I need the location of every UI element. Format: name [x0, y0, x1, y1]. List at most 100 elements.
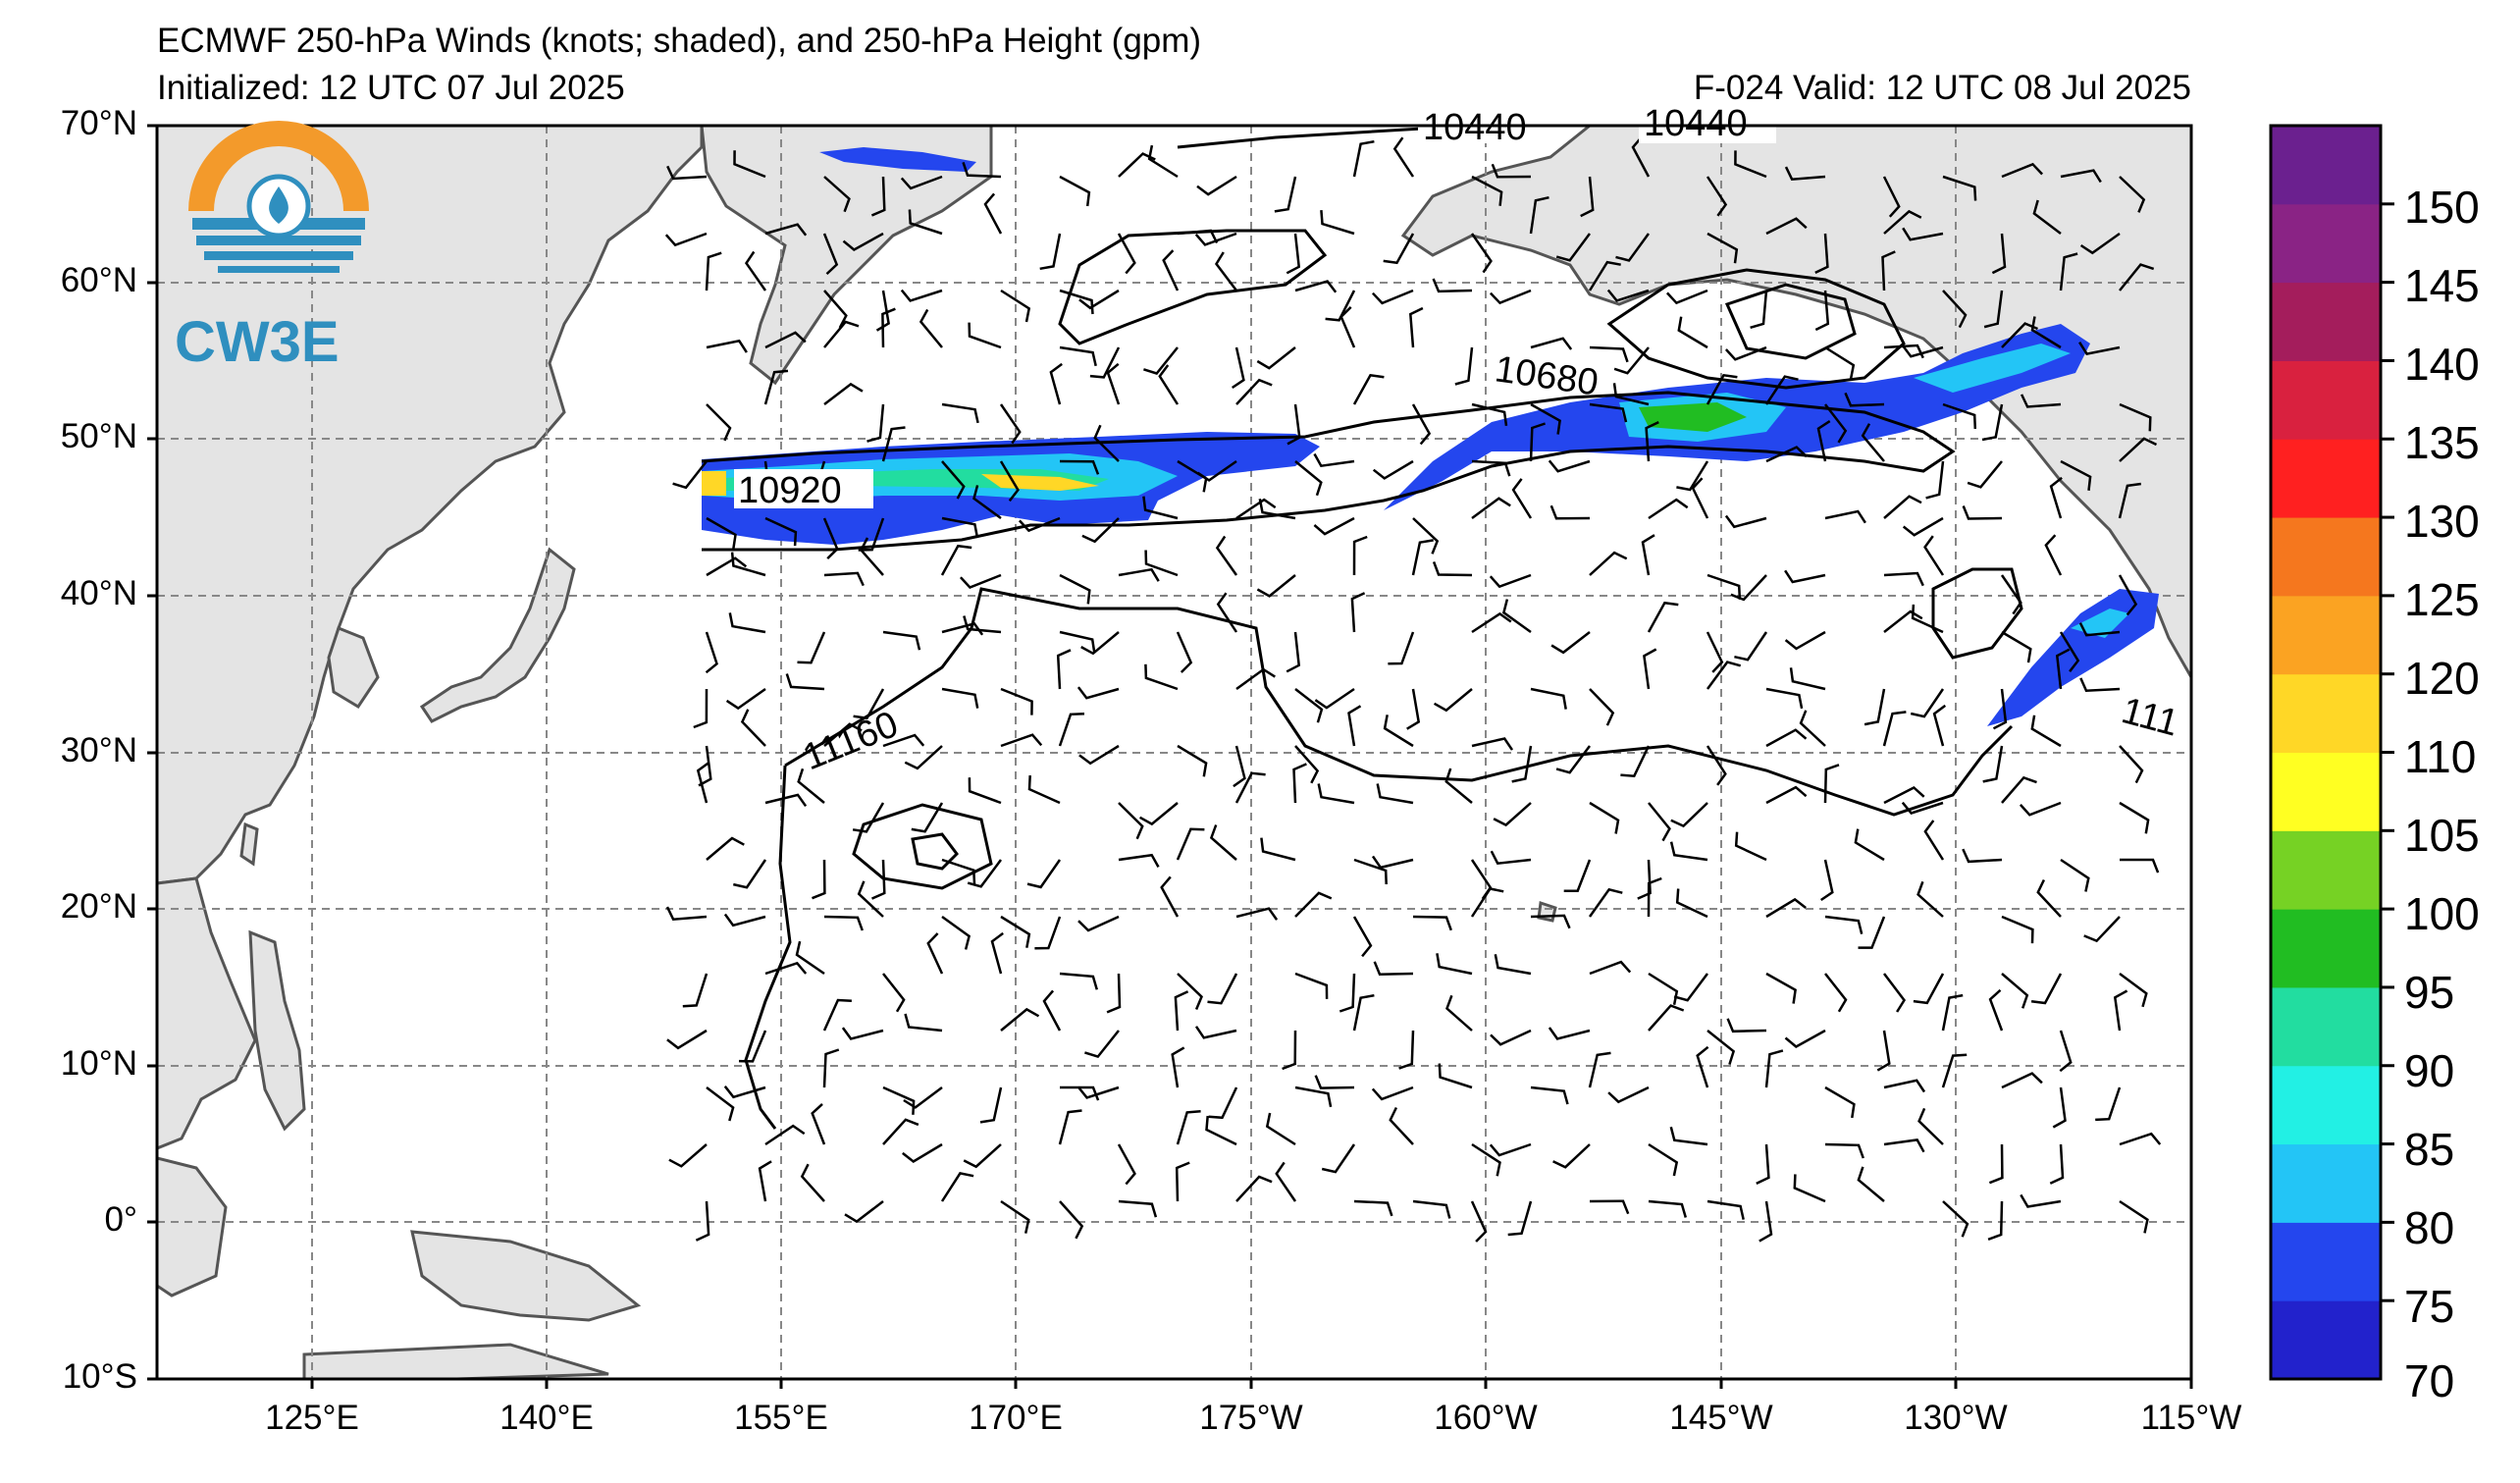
wind-barb [2030, 715, 2062, 748]
wind-barb [2119, 1132, 2162, 1146]
wind-barb [2113, 989, 2128, 1032]
lon-label-115w: 115°W [2140, 1399, 2242, 1437]
wind-barb [1233, 745, 1246, 788]
wind-barb [2000, 574, 2022, 615]
wind-barb [1325, 290, 1356, 322]
wind-barb [1706, 176, 1728, 217]
wind-barb [941, 687, 979, 709]
wind-barb [1730, 574, 1767, 602]
wind-barb [1724, 345, 1767, 361]
contour-label-10440-b: 10440 [1644, 103, 1748, 144]
wind-barb [1177, 744, 1208, 777]
wind-barb [730, 552, 766, 577]
wind-barb [1589, 345, 1629, 363]
wind-barb [1883, 1139, 1925, 1153]
wind-barb [1286, 403, 1301, 446]
wind-barb [1177, 973, 1203, 1010]
contour-south [744, 765, 792, 1130]
wind-barb [1530, 402, 1561, 435]
wind-barb [1491, 163, 1532, 179]
wind-barb [1235, 667, 1276, 691]
wind-barb [1059, 459, 1100, 475]
wind-barb [705, 251, 722, 291]
wind-barb [1589, 1199, 1630, 1215]
wind-barb [1765, 728, 1808, 748]
wind-barb [926, 932, 944, 975]
wind-barb [2049, 1143, 2065, 1185]
wind-barb [1489, 289, 1532, 305]
wind-barb [1234, 771, 1266, 804]
land-masses [157, 126, 2191, 1379]
wind-barb [672, 460, 708, 490]
wind-barb [1205, 1115, 1237, 1146]
wind-barb [1765, 897, 1807, 919]
wind-barb [1706, 1199, 1745, 1220]
wind-barb [1216, 592, 1238, 633]
wind-barb [1648, 972, 1679, 1006]
wind-barb [705, 631, 718, 674]
wind-barb [1059, 1200, 1084, 1240]
wind-barb [941, 858, 976, 884]
wind-barb [2049, 476, 2063, 519]
wind-barb [1194, 232, 1237, 246]
wind-barb [882, 630, 921, 651]
wind-barb [1588, 1051, 1611, 1088]
wind-barb [2020, 394, 2062, 408]
land-australia [302, 1343, 609, 1379]
wind-barb [725, 687, 766, 711]
wind-barb [1444, 768, 1473, 804]
wind-barb [1000, 915, 1031, 948]
cbar-label-130: 130 [2404, 496, 2480, 547]
wind-barb [1412, 1199, 1451, 1219]
wind-barb [733, 859, 767, 889]
wind-barb [1282, 1030, 1297, 1071]
wind-barb [1552, 1143, 1591, 1169]
wind-barb [1118, 853, 1160, 869]
contour-label-10920: 10920 [738, 470, 842, 511]
wind-barb [1588, 260, 1621, 291]
wind-barb [999, 460, 1020, 503]
wind-barb [1824, 1142, 1864, 1159]
wind-barb [1820, 859, 1834, 902]
wind-barb [1706, 1030, 1736, 1065]
wind-barb [1615, 233, 1651, 262]
wind-barb [822, 517, 839, 559]
wind-barb [1676, 460, 1709, 492]
wind-barb [1294, 891, 1333, 918]
wind-barb [1445, 994, 1473, 1032]
wind-barb [695, 1200, 710, 1242]
colorbar-segment [2271, 1300, 2381, 1380]
wind-barb [1530, 914, 1571, 929]
colorbar-segment [2271, 830, 2381, 910]
wind-barb [1789, 667, 1826, 691]
wind-barb [740, 709, 766, 747]
wind-barb [1489, 1142, 1532, 1157]
wind-barb [758, 1160, 772, 1202]
wind-barb [1208, 1086, 1238, 1120]
wind-barb [1383, 715, 1414, 748]
wind-barb [1026, 859, 1062, 889]
wind-barb [1235, 907, 1279, 921]
wind-barb [2036, 878, 2062, 918]
wind-barb [1339, 973, 1356, 1013]
colorbar-segment [2271, 126, 2381, 205]
wind-barb [1734, 150, 1767, 179]
wind-barb [1824, 1086, 1856, 1119]
wind-barb [1941, 993, 1964, 1032]
lat-label-50n: 50°N [60, 417, 137, 455]
wind-barb [1117, 233, 1136, 275]
wind-barb [1406, 688, 1421, 730]
lat-label-70n: 70°N [60, 104, 137, 142]
wind-barb [1902, 516, 1944, 537]
wind-barb [1059, 573, 1091, 605]
wind-barb [1000, 687, 1033, 715]
wind-barb [1471, 459, 1511, 477]
wind-barb [1588, 887, 1623, 918]
wind-barb [940, 544, 972, 576]
wind-barb [1018, 516, 1061, 533]
wind-barb [972, 485, 1002, 520]
wind-barb [881, 426, 906, 462]
wind-barb [941, 915, 971, 950]
logo-drop-icon [269, 186, 289, 224]
wind-barb [1490, 850, 1532, 866]
